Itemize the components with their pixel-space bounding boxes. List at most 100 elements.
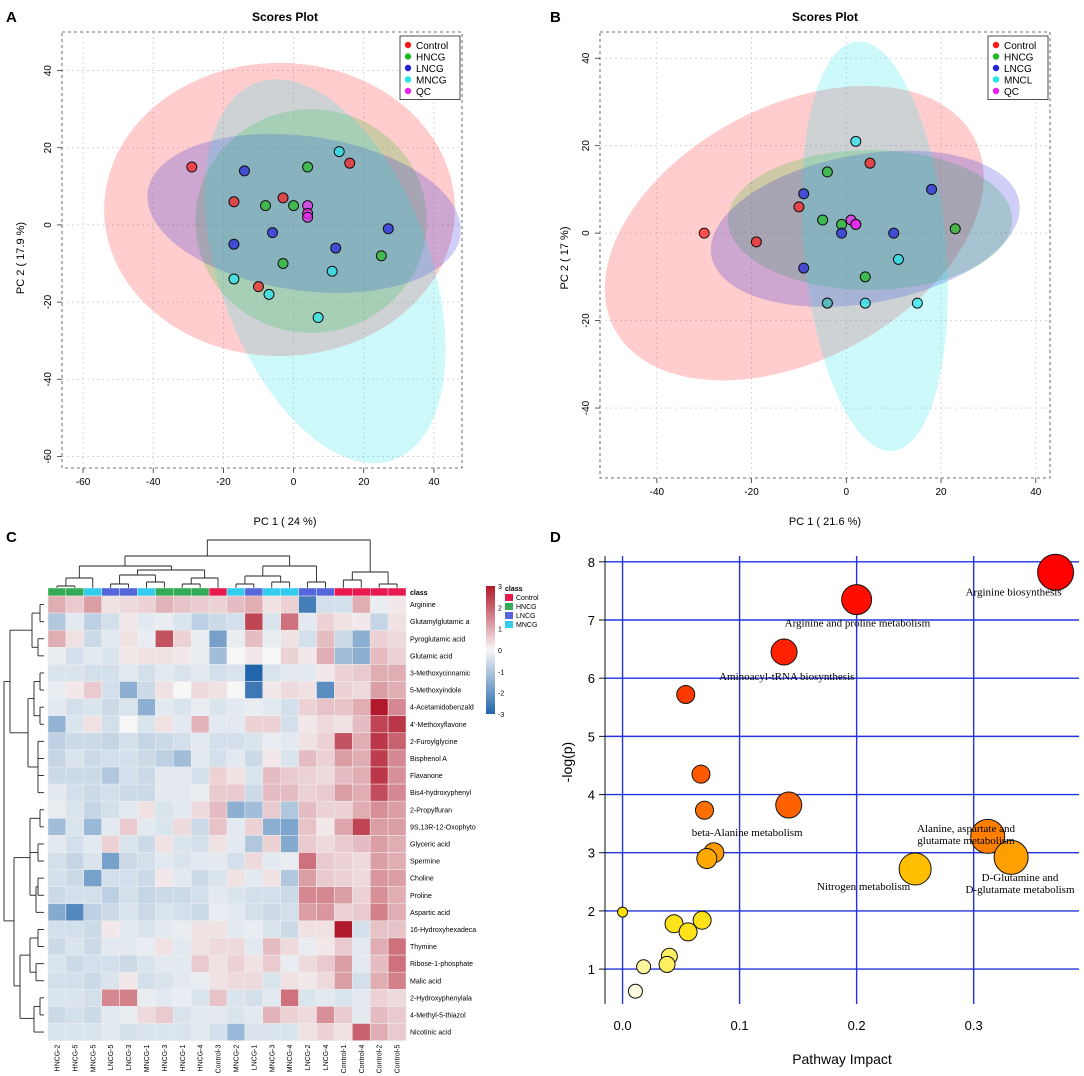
c-heatmap-cell (173, 698, 192, 716)
c-heatmap-cell (298, 783, 317, 802)
c-heatmap-cell (208, 681, 228, 699)
c-heatmap-cell (262, 783, 281, 802)
c-heatmap-cell (244, 1023, 264, 1041)
c-heatmap-cell (334, 681, 353, 699)
c-heatmap-cell (369, 1006, 389, 1024)
c-heatmap-cell (155, 647, 174, 665)
c-heatmap-cell (352, 971, 371, 990)
c-heatmap-cell (83, 783, 102, 802)
c-heatmap-cell (244, 937, 264, 956)
c-heatmap-cell (47, 664, 67, 682)
c-row-label: 2-Propylfuran (410, 807, 452, 814)
c-heatmap-cell (226, 664, 246, 682)
c-heatmap-cell (83, 612, 102, 631)
d-bubble (658, 955, 676, 973)
c-heatmap-cell (65, 595, 85, 614)
c-heatmap-cell (226, 886, 246, 905)
c-heatmap-cell (208, 971, 228, 990)
c-heatmap-cell (226, 800, 246, 819)
c-heatmap-cell (280, 749, 299, 768)
c-heatmap-cell (190, 732, 210, 751)
c-class-bar-lncg (298, 587, 317, 597)
c-heatmap-cell (262, 989, 281, 1007)
c-heatmap-cell (298, 629, 317, 648)
c-heatmap-cell (244, 715, 264, 734)
c-heatmap-cell (262, 869, 281, 887)
c-heatmap-cell (316, 989, 335, 1007)
b-point-hncg (859, 271, 871, 283)
c-heatmap-cell (83, 886, 102, 905)
c-heatmap-cell (334, 783, 353, 802)
c-heatmap-cell (101, 664, 120, 682)
c-legend-swatch (505, 612, 513, 619)
c-column-label: LNCG-1 (251, 1045, 258, 1071)
d-bubble (694, 800, 714, 820)
c-heatmap-cell (244, 749, 264, 768)
c-heatmap-cell (262, 937, 281, 956)
c-heatmap-cell (47, 800, 67, 819)
c-heatmap-cell (352, 698, 371, 716)
c-heatmap-cell (316, 783, 335, 802)
c-heatmap-cell (352, 886, 371, 905)
d-bubble (841, 584, 873, 616)
panel-b-title: Scores Plot (792, 10, 858, 24)
c-heatmap-cell (47, 971, 67, 990)
c-heatmap-cell (352, 1006, 371, 1024)
c-heatmap-cell (65, 818, 85, 836)
c-heatmap-cell (334, 852, 353, 870)
c-heatmap-cell (65, 766, 85, 785)
c-heatmap-cell (262, 681, 281, 699)
c-heatmap-cell (119, 1006, 138, 1024)
c-heatmap-cell (280, 920, 299, 939)
c-column-label: LNCG-5 (108, 1045, 115, 1071)
c-heatmap-cell (47, 629, 67, 648)
a-ytick-label: -60 (43, 449, 54, 464)
c-heatmap-cell (208, 818, 228, 836)
c-heatmap-cell (208, 783, 228, 802)
c-heatmap-cell (262, 954, 281, 973)
c-heatmap-cell (387, 920, 407, 939)
b-point-lncg (926, 183, 938, 195)
c-heatmap-cell (244, 698, 264, 716)
c-heatmap-cell (316, 818, 335, 836)
c-heatmap-cell (334, 971, 353, 990)
c-heatmap-cell (208, 595, 228, 614)
c-heatmap-cell (352, 783, 371, 802)
c-heatmap-cell (334, 715, 353, 734)
d-label-line: D-Glutamine and (982, 872, 1059, 884)
a-point-lncg (238, 165, 250, 177)
c-heatmap-cell (298, 989, 317, 1007)
c-heatmap-cell (47, 612, 67, 631)
c-heatmap-cell (173, 937, 192, 956)
b-point-control (864, 157, 876, 169)
c-heatmap-cell (155, 920, 174, 939)
c-heatmap-cell (173, 903, 192, 922)
a-ytick-label: 20 (43, 142, 54, 154)
c-heatmap-cell (387, 698, 407, 716)
c-heatmap-cell (119, 920, 138, 939)
c-heatmap-cell (244, 647, 264, 665)
b-point-mncg (892, 253, 904, 265)
c-heatmap-cell (119, 852, 138, 870)
c-heatmap-cell (173, 766, 192, 785)
a-ytick-label: 0 (43, 222, 54, 228)
c-heatmap-cell (316, 612, 335, 631)
c-heatmap-cell (83, 852, 102, 870)
c-heatmap-cell (316, 595, 335, 614)
c-heatmap-cell (226, 732, 246, 751)
c-heatmap-cell (47, 749, 67, 768)
b-xtick-label: 20 (935, 487, 947, 498)
c-heatmap-cell (280, 698, 299, 716)
c-heatmap-cell (226, 766, 246, 785)
b-legend-label: HNCG (1004, 53, 1034, 64)
c-heatmap-cell (369, 681, 389, 699)
c-heatmap-cell (137, 629, 156, 648)
c-heatmap-cell (369, 954, 389, 973)
c-heatmap-cell (101, 971, 120, 990)
a-ytick-label: 40 (43, 65, 54, 77)
c-heatmap-cell (65, 800, 85, 819)
c-heatmap-cell (369, 971, 389, 990)
c-column-label: HNCG-5 (72, 1045, 79, 1072)
c-heatmap-cell (137, 886, 156, 905)
c-class-bar-hncg (47, 587, 67, 597)
